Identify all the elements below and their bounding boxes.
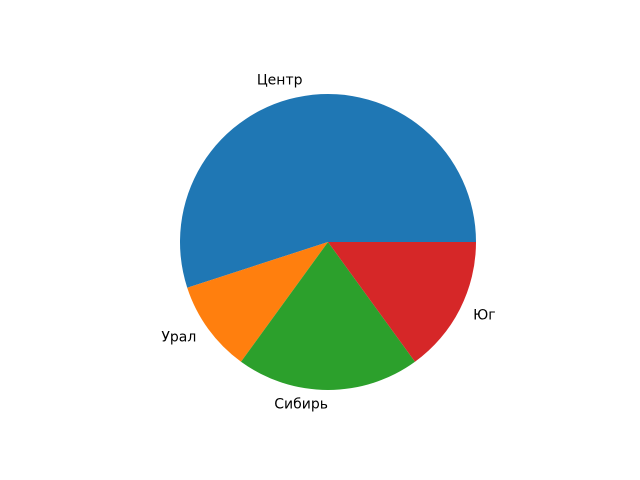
pie-label-yug: Юг bbox=[473, 307, 496, 324]
pie-slice bbox=[241, 242, 415, 390]
pie-label-ural: Урал bbox=[161, 329, 197, 346]
pie-label-sibir: Сибирь bbox=[274, 396, 328, 413]
pie-label-tsentr: Центр bbox=[256, 72, 303, 89]
pie-slice bbox=[187, 242, 328, 362]
pie-slice bbox=[328, 242, 476, 362]
pie-slice bbox=[180, 94, 476, 288]
